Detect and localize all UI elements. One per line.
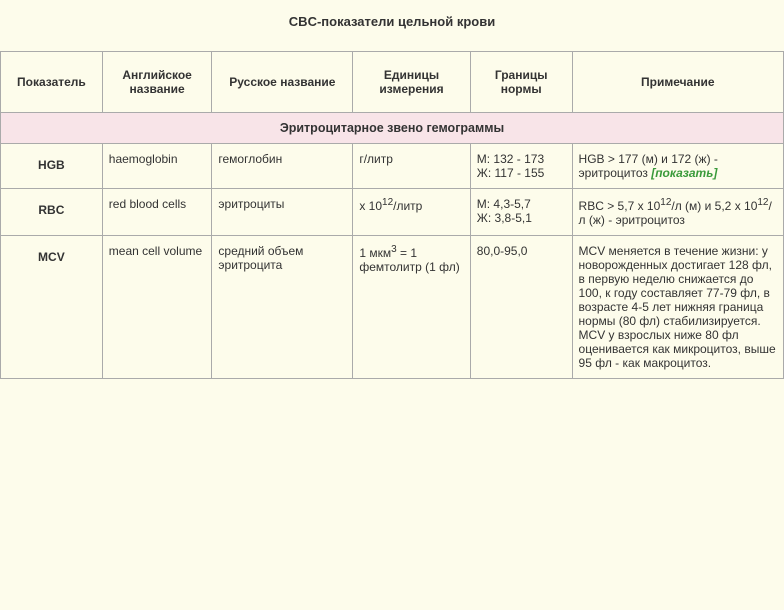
en-cell: mean cell volume (102, 236, 212, 379)
col-english: Английское название (102, 52, 212, 113)
note-cell: MCV меняется в течение жизни: у новорожд… (572, 236, 783, 379)
col-units: Единицы измерения (353, 52, 470, 113)
table-row: RBC red blood cells эритроциты x 1012/ли… (1, 189, 784, 236)
header-row: Показатель Английское название Русское н… (1, 52, 784, 113)
ru-cell: эритроциты (212, 189, 353, 236)
col-note: Примечание (572, 52, 783, 113)
code-cell: RBC (1, 189, 103, 236)
note-cell: RBC > 5,7 x 1012/л (м) и 5,2 x 1012/л (ж… (572, 189, 783, 236)
note-cell: HGB > 177 (м) и 172 (ж) - эритроцитоз [п… (572, 144, 783, 189)
en-cell: red blood cells (102, 189, 212, 236)
page-title: CBC-показатели цельной крови (0, 0, 784, 51)
range-cell: 80,0-95,0 (470, 236, 572, 379)
col-russian: Русское название (212, 52, 353, 113)
show-link[interactable]: [показать] (651, 166, 717, 180)
table-row: MCV mean cell volume средний объем эритр… (1, 236, 784, 379)
section-label: Эритроцитарное звено гемограммы (1, 113, 784, 144)
units-cell: 1 мкм3 = 1 фемтолитр (1 фл) (353, 236, 470, 379)
code-cell: MCV (1, 236, 103, 379)
code-cell: HGB (1, 144, 103, 189)
col-indicator: Показатель (1, 52, 103, 113)
cbc-table: Показатель Английское название Русское н… (0, 51, 784, 379)
range-cell: М: 4,3-5,7 Ж: 3,8-5,1 (470, 189, 572, 236)
col-range: Границы нормы (470, 52, 572, 113)
ru-cell: гемоглобин (212, 144, 353, 189)
section-row: Эритроцитарное звено гемограммы (1, 113, 784, 144)
en-cell: haemoglobin (102, 144, 212, 189)
table-row: HGB haemoglobin гемоглобин г/литр М: 132… (1, 144, 784, 189)
units-cell: x 1012/литр (353, 189, 470, 236)
ru-cell: средний объем эритроцита (212, 236, 353, 379)
range-cell: М: 132 - 173 Ж: 117 - 155 (470, 144, 572, 189)
units-cell: г/литр (353, 144, 470, 189)
